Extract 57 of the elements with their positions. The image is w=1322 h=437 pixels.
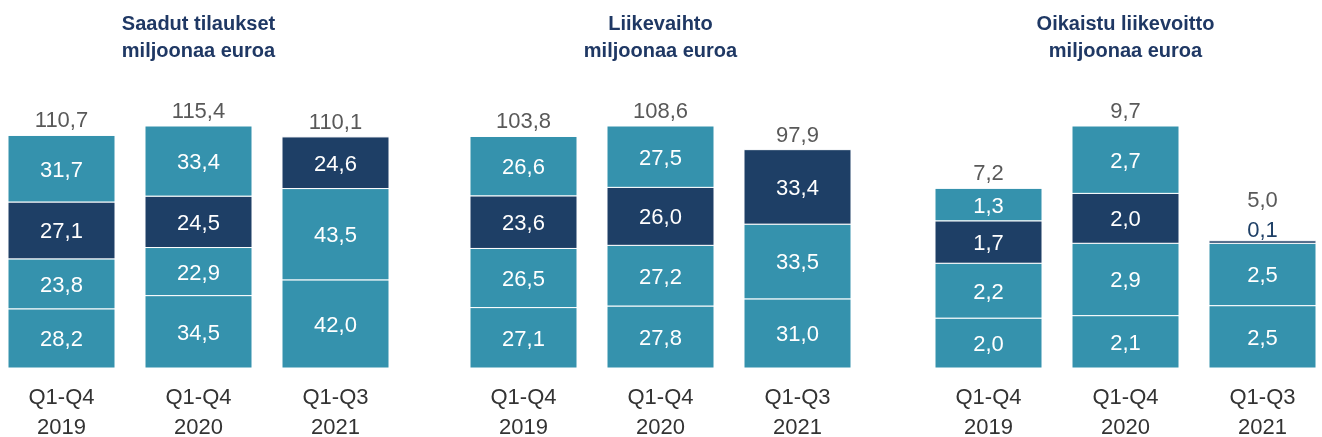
data-label: 27,8 bbox=[639, 325, 682, 350]
data-label: 31,0 bbox=[776, 321, 819, 347]
x-tick-label: Q1-Q3 2021 bbox=[1229, 384, 1296, 437]
x-tick-label: Q1-Q4 2020 bbox=[165, 384, 232, 437]
data-label: 2,5 bbox=[1247, 262, 1278, 288]
data-label: 2,7 bbox=[1110, 147, 1141, 173]
data-label: 27,1 bbox=[502, 325, 545, 351]
data-label: 26,6 bbox=[502, 154, 545, 180]
data-label: 42,0 bbox=[314, 311, 357, 337]
data-label: 27,5 bbox=[639, 144, 682, 170]
total-label: 115,4 bbox=[171, 98, 226, 123]
chart-subtitle: miljoonaa euroa bbox=[1048, 39, 1204, 61]
chart-subtitle: miljoonaa euroa bbox=[583, 39, 739, 61]
data-label: 2,1 bbox=[1110, 329, 1141, 355]
data-label: 33,5 bbox=[776, 249, 819, 275]
x-tick-label: Q1-Q3 2021 bbox=[764, 384, 831, 437]
data-label: 2,5 bbox=[1247, 324, 1278, 350]
data-label: 33,4 bbox=[776, 174, 819, 200]
data-label: 24,6 bbox=[314, 150, 357, 176]
total-label: 9,7 bbox=[1110, 98, 1141, 123]
data-label: 26,0 bbox=[639, 204, 682, 230]
chart-title: Saadut tilaukset bbox=[121, 12, 276, 34]
x-tick-label: Q1-Q4 2020 bbox=[627, 384, 694, 437]
data-label: 22,9 bbox=[177, 259, 220, 285]
data-label: 1,7 bbox=[973, 230, 1004, 256]
total-label: 108,6 bbox=[632, 98, 689, 123]
x-tick-label: Q1-Q4 2020 bbox=[1092, 384, 1159, 437]
data-label: 27,2 bbox=[639, 263, 682, 289]
x-tick-label: Q1-Q4 2019 bbox=[28, 384, 95, 437]
data-label: 0,1 bbox=[1247, 216, 1278, 242]
data-label: 28,2 bbox=[40, 326, 83, 352]
data-label: 33,4 bbox=[177, 149, 220, 175]
data-label: 2,0 bbox=[973, 331, 1004, 357]
chart-title: Liikevaihto bbox=[608, 12, 713, 34]
data-label: 2,2 bbox=[973, 278, 1004, 304]
data-label: 31,7 bbox=[40, 156, 83, 182]
total-label: 97,9 bbox=[776, 121, 819, 147]
data-label: 1,3 bbox=[973, 192, 1004, 218]
data-label: 27,1 bbox=[40, 218, 83, 244]
data-label: 23,8 bbox=[40, 271, 83, 297]
x-tick-label: Q1-Q4 2019 bbox=[490, 384, 557, 437]
total-label: 110,7 bbox=[34, 107, 89, 133]
data-label: 43,5 bbox=[314, 222, 357, 248]
chart-title: Oikaistu liikevoitto bbox=[1036, 12, 1215, 34]
x-tick-label: Q1-Q3 2021 bbox=[302, 384, 369, 437]
data-label: 26,5 bbox=[502, 266, 545, 291]
total-label: 5,0 bbox=[1247, 186, 1278, 212]
x-tick-label: Q1-Q4 2019 bbox=[955, 384, 1022, 437]
total-label: 103,8 bbox=[495, 108, 552, 134]
data-label: 34,5 bbox=[177, 319, 220, 345]
data-label: 24,5 bbox=[177, 209, 220, 235]
data-label: 23,6 bbox=[502, 210, 545, 236]
total-label: 7,2 bbox=[973, 160, 1004, 186]
total-label: 110,1 bbox=[308, 108, 363, 134]
chart-subtitle: miljoonaa euroa bbox=[121, 39, 277, 61]
data-label: 2,0 bbox=[1110, 206, 1141, 232]
data-label: 2,9 bbox=[1110, 267, 1141, 293]
